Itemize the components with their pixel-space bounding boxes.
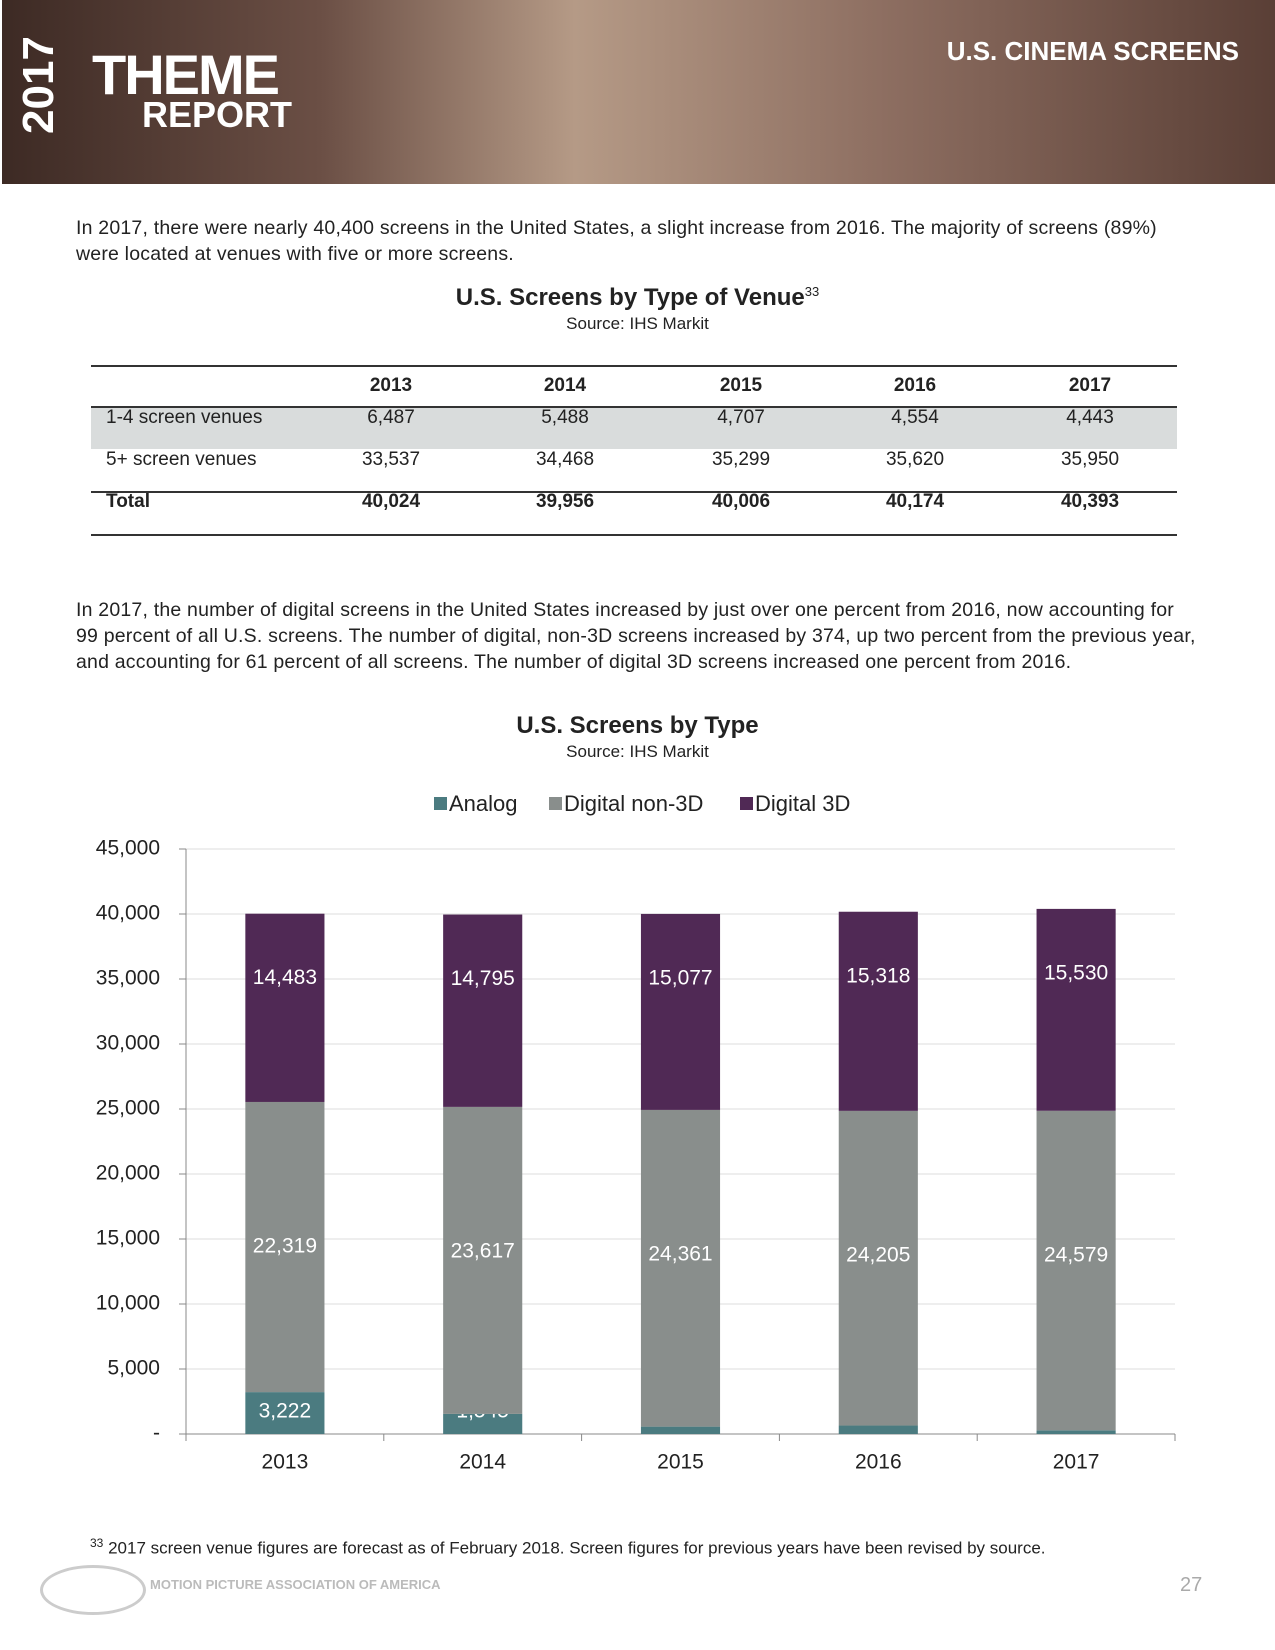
cell: 5,488 (541, 407, 589, 428)
y-tick-label: 40,000 (96, 902, 160, 925)
bar-segment (838, 1425, 918, 1434)
bar-segment (640, 1426, 721, 1434)
bar-segment (838, 911, 918, 1111)
row-band (91, 408, 1177, 449)
section-title: U.S. CINEMA SCREENS (946, 36, 1239, 66)
cell: 34,468 (535, 449, 595, 470)
report: REPORT (142, 94, 293, 135)
cell: 35,620 (885, 449, 945, 470)
chart-subtitle: Source: IHS Markit (566, 742, 709, 761)
page-number: 27 (1180, 1574, 1203, 1596)
chart-title: U.S. Screens by Type (516, 712, 759, 739)
cell: 40,174 (885, 491, 945, 512)
bar-segment (838, 1110, 918, 1426)
column-header: 2017 (1068, 375, 1112, 396)
y-tick-label: - (153, 1422, 160, 1445)
column-header: 2014 (543, 375, 587, 396)
legend-label: Digital 3D (755, 791, 850, 816)
table-source: Source: IHS Markit (566, 314, 709, 333)
column-header: 2016 (893, 375, 937, 396)
legend-swatch (434, 797, 447, 810)
cell: 35,950 (1060, 449, 1120, 470)
footnote: 33 2017 screen venue figures are forecas… (90, 1536, 1046, 1559)
column-header: 2013 (369, 375, 413, 396)
bar-segment (443, 1413, 523, 1434)
cell: 40,024 (361, 491, 421, 512)
y-tick-label: 10,000 (96, 1292, 160, 1315)
table-rule (91, 534, 1177, 536)
column-header: 2015 (719, 375, 763, 396)
bar-segment (245, 1392, 325, 1434)
footer-org: MOTION PICTURE ASSOCIATION OF AMERICA (150, 1577, 441, 1592)
logo (40, 1565, 146, 1615)
y-tick-label: 35,000 (96, 967, 160, 990)
table-title-text: U.S. Screens by Type of Venue (455, 284, 805, 311)
footnote-text: 2017 screen venue figures are forecast a… (108, 1538, 1046, 1558)
y-tick-label: 20,000 (96, 1162, 160, 1185)
cell: 40,006 (711, 491, 771, 512)
bar-segment (245, 913, 325, 1102)
row-label: 1-4 screen venues (106, 407, 263, 428)
cell: 4,707 (717, 407, 765, 428)
bar-segment (1036, 1110, 1116, 1431)
cell: 4,443 (1066, 407, 1114, 428)
row-label: Total (106, 491, 150, 512)
data-label: 15,077 (648, 966, 712, 989)
y-tick-label: 30,000 (96, 1032, 160, 1055)
row-label: 5+ screen venues (106, 449, 257, 470)
data-label: 23,617 (451, 1239, 515, 1262)
y-tick-label: 25,000 (96, 1097, 160, 1120)
paragraph: In 2017, the number of digital screens i… (76, 599, 1196, 673)
data-label: 14,795 (451, 967, 515, 990)
x-tick-label: 2015 (657, 1451, 704, 1474)
header-banner: 2017 THEME REPORT U.S. CINEMA SCREENS (2, 0, 1275, 184)
table: 2013 2014 2015 2016 2017 1-4 screen venues 6,4… (91, 365, 1177, 536)
table-rule (91, 406, 1177, 408)
table-rule (91, 365, 1177, 367)
legend-label: Digital non-3D (564, 791, 703, 816)
footnote-mark: 33 (90, 1536, 104, 1550)
cell: 6,487 (367, 407, 415, 428)
data-label: 24,361 (648, 1242, 712, 1265)
bar-segment (640, 1109, 721, 1427)
bar-segment (640, 913, 721, 1110)
y-tick-label: 5,000 (107, 1357, 160, 1380)
footnote-ref: 33 (804, 284, 820, 299)
legend-swatch (549, 797, 562, 810)
cell: 39,956 (535, 491, 595, 512)
data-label: 3,222 (259, 1400, 312, 1423)
y-tick-label: 15,000 (96, 1227, 160, 1250)
table-title: U.S. Screens by Type of Venue33 (0, 284, 1275, 312)
bar-segment (1036, 908, 1116, 1111)
x-tick-label: 2017 (1053, 1451, 1100, 1474)
legend-label: Analog (449, 791, 518, 816)
bar-segment (1036, 1430, 1116, 1434)
cell: 40,393 (1060, 491, 1120, 512)
y-tick-label: 45,000 (96, 837, 160, 860)
cell: 4,554 (891, 407, 939, 428)
cell: 33,537 (361, 449, 421, 470)
data-label: 15,318 (846, 964, 910, 987)
data-label: 15,530 (1044, 961, 1108, 984)
data-label: 14,483 (253, 966, 317, 989)
bar-segment (443, 1106, 523, 1414)
data-label: 22,319 (253, 1235, 317, 1258)
intro: In 2017, there were nearly 40,400 screen… (76, 217, 1157, 265)
data-label: 24,205 (846, 1243, 910, 1266)
bar-segment (245, 1101, 325, 1393)
x-tick-label: 2016 (855, 1451, 902, 1474)
x-tick-label: 2014 (459, 1451, 506, 1474)
theme: THEME (92, 43, 280, 106)
chart: - 5,000 10,000 15,000 20,000 25,000 30,000 35,0… (96, 791, 1176, 1474)
bar-segment (443, 914, 523, 1107)
table-rule (91, 491, 1177, 493)
cell: 35,299 (711, 449, 771, 470)
x-tick-label: 2013 (262, 1451, 309, 1474)
legend-swatch (740, 797, 753, 810)
data-label: 24,579 (1044, 1243, 1108, 1266)
